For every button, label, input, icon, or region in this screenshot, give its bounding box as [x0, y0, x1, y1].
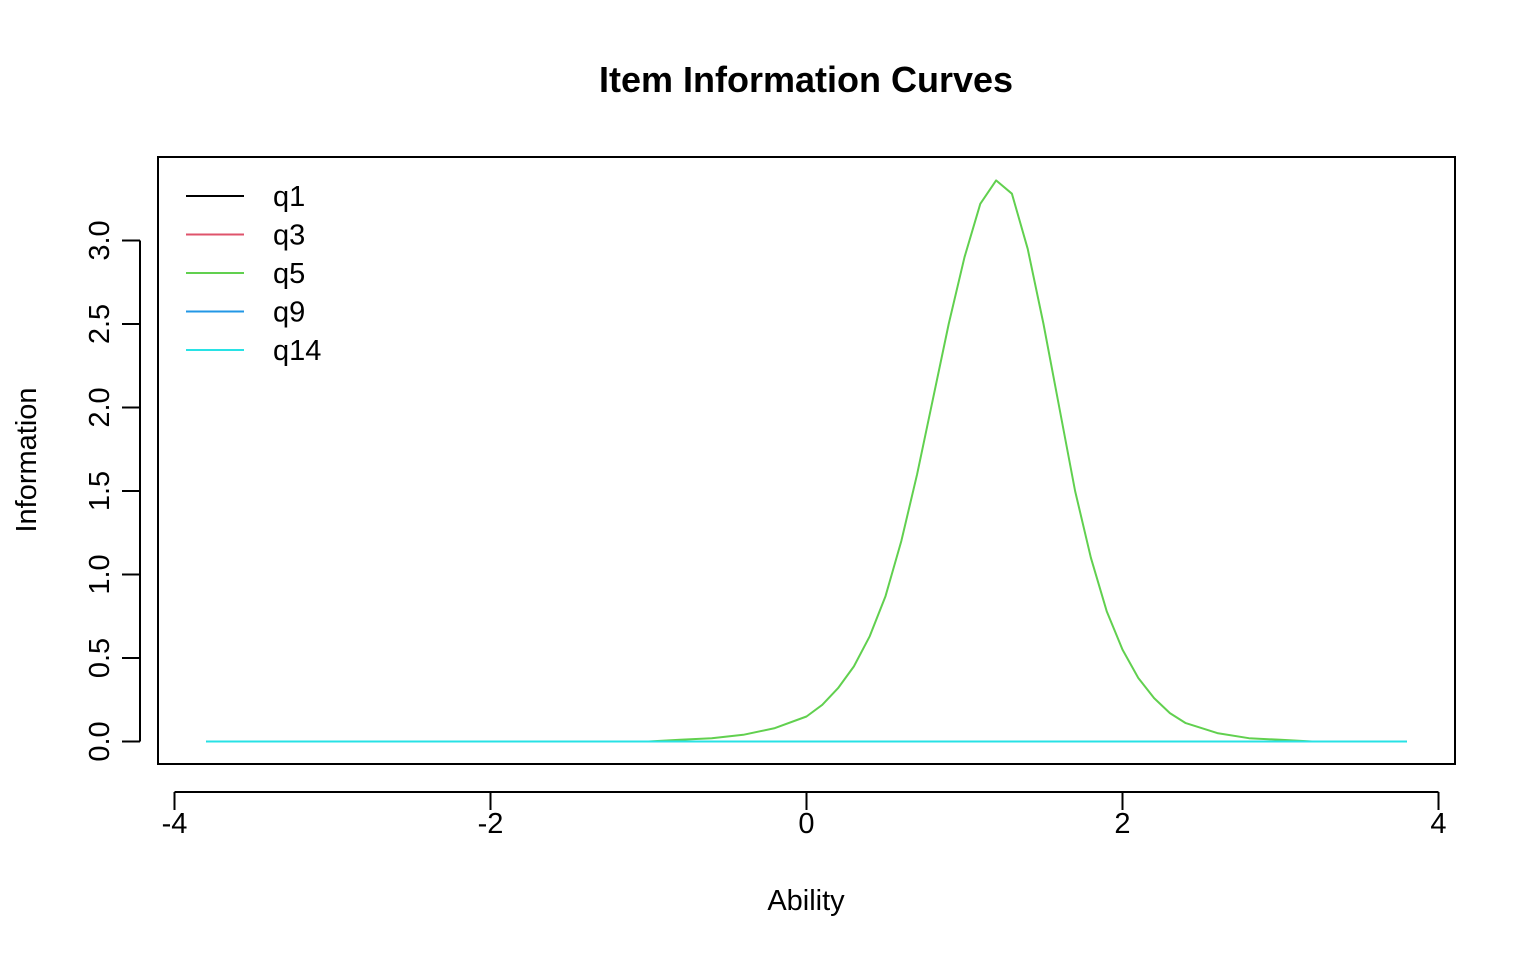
y-axis: 0.0 0.5 1.0 1.5 2.0 2.5 3.0: [84, 220, 141, 762]
y-tick-label: 0.5: [84, 638, 116, 678]
x-axis: -4 -2 0 2 4: [162, 791, 1447, 840]
y-tick-label: 3.0: [84, 220, 116, 260]
x-tick-label: -4: [162, 808, 188, 840]
x-tick-label: 2: [1114, 808, 1130, 840]
y-tick-label: 0.0: [84, 721, 116, 761]
legend-label-q9: q9: [273, 297, 305, 329]
y-tick-label: 1.0: [84, 554, 116, 594]
legend: q1 q3 q5 q9 q14: [186, 181, 321, 367]
x-tick-label: 0: [798, 808, 814, 840]
x-tick-label: 4: [1430, 808, 1446, 840]
y-tick-label: 2.0: [84, 387, 116, 427]
legend-label-q1: q1: [273, 181, 305, 213]
series-line-q5: [206, 179, 1407, 743]
x-axis-label: Ability: [767, 885, 845, 917]
y-tick-label: 1.5: [84, 471, 116, 511]
x-tick-label: -2: [478, 808, 504, 840]
series-lines: [206, 179, 1407, 743]
legend-label-q5: q5: [273, 258, 305, 290]
legend-label-q14: q14: [273, 335, 321, 367]
plot-frame: [157, 156, 1456, 765]
y-tick-label: 2.5: [84, 304, 116, 344]
y-axis-label: Information: [11, 387, 43, 532]
legend-label-q3: q3: [273, 220, 305, 252]
chart-title: Item Information Curves: [599, 59, 1013, 100]
